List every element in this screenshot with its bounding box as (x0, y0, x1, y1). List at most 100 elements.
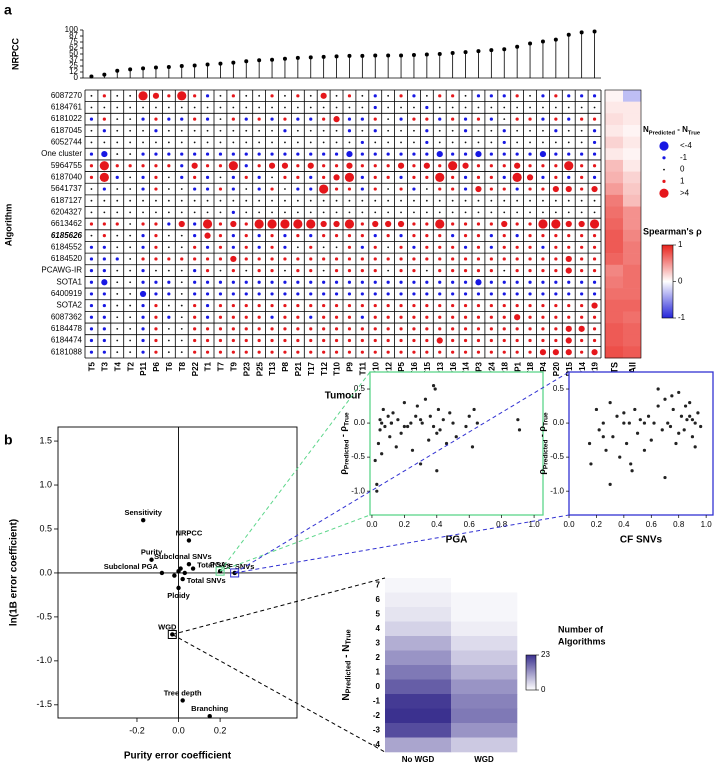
dot (451, 211, 454, 214)
dot (154, 257, 158, 261)
dot (462, 162, 469, 169)
dot (309, 257, 313, 261)
dot (334, 280, 339, 284)
colorbar (661, 244, 674, 319)
y-tick-label: -0.5 (550, 452, 564, 461)
dot (322, 117, 326, 121)
dot (270, 292, 274, 296)
dot (464, 211, 467, 214)
heatmap-cell (451, 578, 518, 593)
dot (360, 175, 364, 179)
point (642, 448, 647, 452)
point (656, 387, 660, 391)
dot (361, 129, 364, 132)
dot (425, 105, 429, 110)
heatmap-cell (605, 288, 623, 301)
dot (554, 94, 558, 98)
dot (593, 106, 596, 109)
dot (502, 327, 506, 331)
dot (463, 152, 468, 156)
dot (451, 280, 455, 284)
dot (167, 199, 170, 202)
point (414, 414, 418, 418)
dot (541, 245, 545, 249)
dot (463, 292, 468, 296)
dot (167, 117, 171, 121)
dot (141, 187, 145, 191)
heatmap-cell (623, 113, 641, 126)
dot (129, 281, 132, 284)
dot (463, 187, 468, 191)
dot (322, 246, 325, 249)
dot (554, 292, 558, 296)
x-axis-label: Tumour (325, 391, 362, 402)
heatmap-cell (385, 636, 452, 651)
y-tick-label: 100 (65, 25, 79, 34)
point (656, 404, 660, 408)
dot (373, 350, 377, 354)
point-label: Purity (141, 548, 163, 557)
dot (245, 269, 248, 272)
row-label: -1 (373, 696, 381, 705)
dot (180, 327, 183, 330)
heatmap-cell (605, 323, 623, 335)
dot (438, 94, 442, 98)
dot (476, 164, 481, 168)
dot (283, 257, 287, 261)
row-label: 6052744 (51, 138, 83, 147)
dot (335, 141, 338, 144)
dot (90, 141, 93, 144)
dot (397, 220, 405, 228)
dot (438, 106, 441, 109)
dot (258, 106, 261, 109)
dot (180, 188, 183, 190)
point (649, 438, 653, 442)
dot (347, 117, 352, 121)
x-tick-label: T12 (320, 361, 329, 375)
dot (296, 117, 300, 121)
point (454, 435, 458, 439)
point (699, 424, 703, 429)
dot (372, 220, 379, 228)
lollipop-dot (295, 55, 300, 60)
dot (333, 116, 340, 123)
heatmap-cell (605, 159, 623, 172)
dot (361, 211, 364, 214)
dot (412, 350, 416, 354)
heatmap-cell (451, 708, 518, 724)
dot (180, 339, 183, 342)
dot (218, 187, 223, 191)
dot (373, 245, 377, 249)
y-tick-label: 87 (69, 31, 78, 40)
dot (476, 117, 481, 121)
y-tick-label: 0 (74, 73, 79, 82)
dot (542, 106, 544, 109)
dot (567, 175, 571, 179)
x-tick-label: 0.0 (366, 520, 378, 529)
dot (167, 129, 170, 132)
x-tick-label: P6 (152, 361, 161, 371)
y-tick-label: -1.0 (550, 486, 564, 495)
dot (257, 187, 261, 191)
point (597, 428, 601, 432)
dot (373, 234, 377, 238)
dot (554, 327, 558, 331)
heatmap-cell (623, 334, 641, 347)
dot (438, 129, 441, 132)
dot (167, 269, 170, 272)
dot (116, 141, 119, 144)
dot (400, 129, 402, 132)
y-tick-label: 0.0 (39, 567, 52, 577)
x-tick-label: P13 (436, 361, 445, 376)
dot (476, 222, 481, 226)
dot (529, 106, 531, 109)
dot (116, 211, 119, 214)
dot (280, 219, 290, 229)
dot (515, 94, 519, 98)
dot (231, 245, 235, 249)
dot (565, 185, 572, 193)
dot (347, 327, 352, 331)
dot (116, 234, 119, 237)
dot (116, 351, 119, 354)
dot (154, 245, 158, 249)
